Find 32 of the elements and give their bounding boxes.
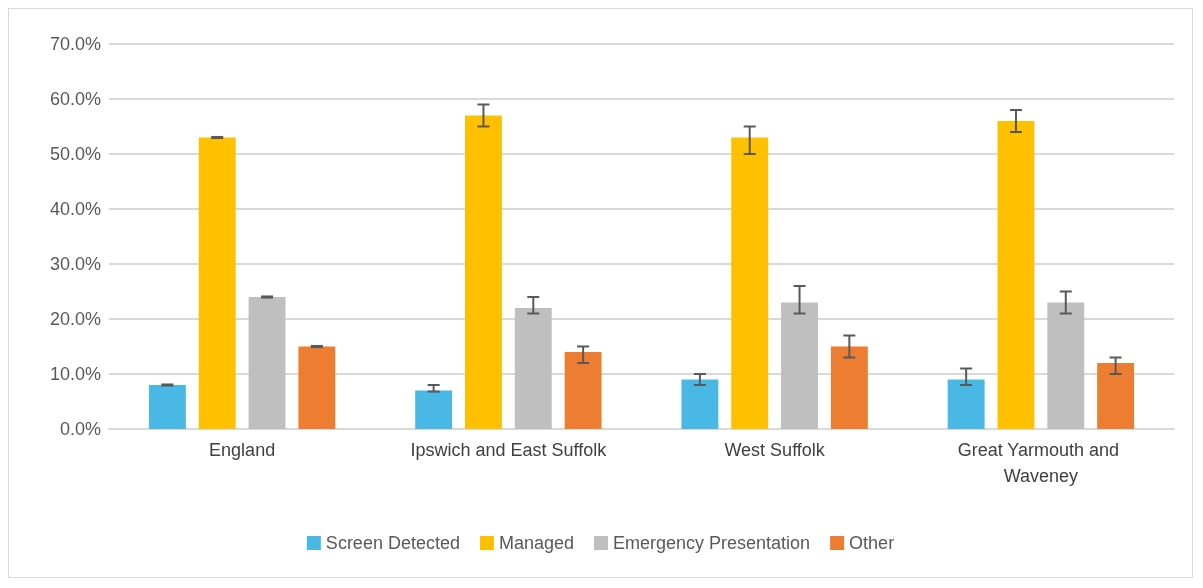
y-tick-label: 50.0% xyxy=(49,144,101,164)
bar xyxy=(830,346,868,429)
bar xyxy=(465,115,502,429)
bar xyxy=(248,297,286,429)
bar xyxy=(415,390,453,429)
y-tick-label: 70.0% xyxy=(49,34,101,54)
y-tick-label: 20.0% xyxy=(49,309,101,329)
x-tick-label: West Suffolk xyxy=(724,440,826,460)
bar xyxy=(681,379,719,429)
legend-label: Screen Detected xyxy=(325,533,460,553)
bar xyxy=(1047,302,1085,429)
bar xyxy=(198,137,236,429)
y-tick-label: 40.0% xyxy=(49,199,101,219)
x-tick-label: England xyxy=(209,440,276,460)
x-tick-label: Great Yarmouth and Waveney xyxy=(957,440,1125,486)
y-tick-label: 0.0% xyxy=(59,419,101,439)
legend-label: Other xyxy=(849,533,895,553)
bar xyxy=(947,379,985,429)
bar xyxy=(781,302,818,429)
bar xyxy=(731,137,769,429)
legend-label: Managed xyxy=(498,533,575,553)
legend-label: Emergency Presentation xyxy=(613,533,811,553)
bar xyxy=(514,308,552,429)
bar xyxy=(564,352,602,429)
bar xyxy=(298,346,336,429)
y-tick-label: 30.0% xyxy=(49,254,101,274)
bar xyxy=(148,385,186,429)
bar xyxy=(1097,363,1135,429)
bar xyxy=(997,121,1035,429)
x-tick-label: Ipswich and East Suffolk xyxy=(410,440,608,460)
y-tick-label: 10.0% xyxy=(49,364,101,384)
y-tick-label: 60.0% xyxy=(49,89,101,109)
